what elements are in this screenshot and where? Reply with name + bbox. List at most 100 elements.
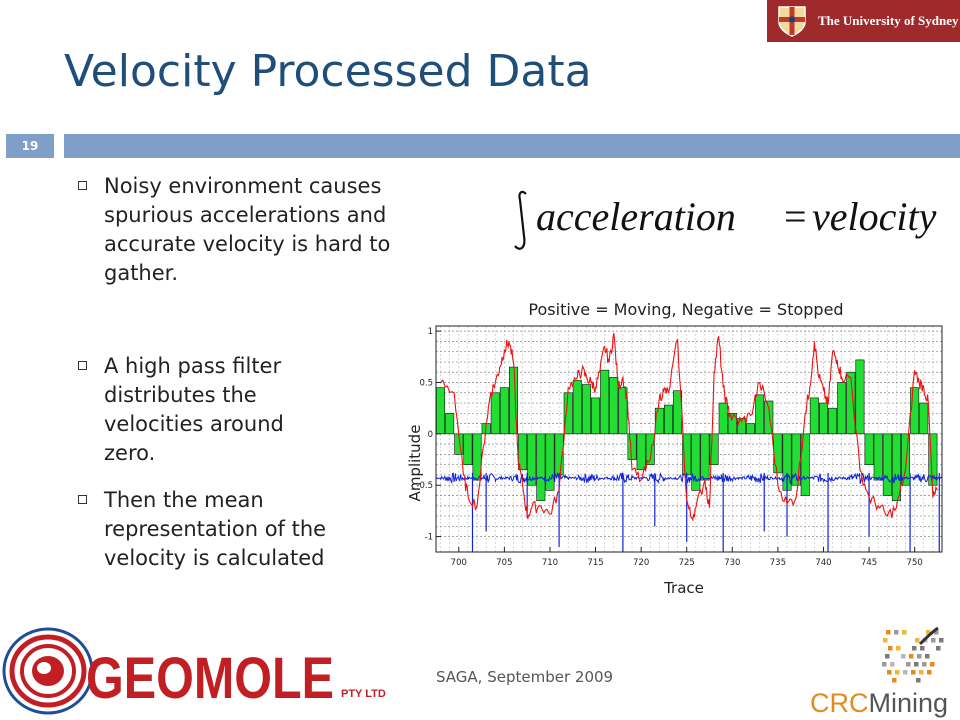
crc-dot: [906, 662, 911, 667]
slide-title: Velocity Processed Data: [64, 46, 592, 97]
crc-dot: [896, 646, 901, 651]
bar: [636, 433, 646, 471]
integral-sign-icon: [514, 190, 527, 250]
x-axis-label: Trace: [663, 579, 704, 597]
velocity-chart: 700 705 710 715 720 725 730 735 740 745 750 1 0.5 0 -0…: [406, 325, 943, 597]
bar: [663, 404, 673, 435]
x-tick-label: 710: [542, 558, 558, 568]
bar: [846, 371, 856, 435]
crc-dot: [930, 662, 935, 667]
bar: [873, 433, 883, 481]
crc-dot: [922, 662, 927, 667]
x-tick-label: 715: [587, 558, 603, 568]
bar: [463, 433, 473, 465]
bar: [436, 387, 446, 435]
bullet-square-icon: [78, 181, 87, 190]
bar: [746, 423, 756, 435]
header-rule: [64, 134, 960, 158]
bar: [518, 433, 528, 471]
bar: [773, 433, 783, 474]
bar: [891, 433, 901, 501]
bar: [536, 433, 546, 501]
crc-dot: [902, 630, 907, 635]
crc-dot: [926, 630, 931, 635]
red-line-series: [440, 333, 938, 522]
bullet-item: Noisy environment causes spurious accele…: [78, 172, 468, 288]
geomole-swirl-icon: [2, 627, 94, 715]
crc-dot: [894, 630, 899, 635]
bar: [572, 380, 582, 435]
crc-mining-logo: CRCMining: [810, 626, 948, 718]
bar: [855, 359, 865, 435]
bar: [600, 369, 610, 435]
bar: [645, 433, 655, 465]
crc-dot: [919, 670, 924, 675]
crc-dot: [931, 638, 936, 643]
bar: [828, 407, 838, 435]
university-name: The University of Sydney: [818, 13, 959, 28]
bullet-item: Then the mean representation of the velo…: [78, 486, 348, 573]
crc-dot: [912, 646, 917, 651]
x-tick-label: 740: [815, 558, 831, 568]
crc-dot: [882, 662, 887, 667]
y-axis-label: Amplitude: [406, 425, 424, 502]
bar: [709, 433, 719, 465]
x-tick-label: 720: [633, 558, 649, 568]
bar: [755, 394, 765, 435]
bar: [928, 433, 938, 486]
crc-dot: [895, 670, 900, 675]
bar: [919, 402, 929, 435]
crc-dot: [911, 670, 916, 675]
bar: [545, 433, 555, 491]
blue-noise-line: [436, 471, 943, 485]
bar: [527, 433, 537, 486]
bar: [882, 433, 892, 496]
crc-arc: [918, 626, 939, 646]
crc-dot: [916, 678, 921, 683]
geomole-wordmark: GEOMOLE: [86, 646, 334, 711]
crc-dots-icon: [882, 626, 944, 683]
bar: [910, 387, 920, 435]
x-tick-label: 735: [770, 558, 786, 568]
bar: [499, 387, 509, 435]
bar: [581, 384, 591, 435]
crc-dot: [934, 630, 939, 635]
bar: [445, 413, 455, 435]
crc-dot: [915, 638, 920, 643]
bullet-square-icon: [78, 495, 87, 504]
x-tick-label: 725: [679, 558, 695, 568]
crc-dot: [925, 654, 930, 659]
crc-dot: [890, 662, 895, 667]
crc-dot: [914, 662, 919, 667]
x-tick-label: 745: [861, 558, 877, 568]
bar: [736, 418, 746, 435]
bullet-text: A high pass filter distributes the veloc…: [104, 354, 284, 465]
chart-title: Positive = Moving, Negative = Stopped: [528, 300, 844, 319]
bar: [618, 387, 628, 435]
bar: [654, 407, 664, 435]
geomole-suffix: PTY LTD: [341, 688, 386, 700]
crc-dot: [936, 646, 941, 651]
crc-dot: [886, 630, 891, 635]
bar: [700, 433, 710, 481]
university-crest-icon: [778, 6, 806, 37]
y-tick-label: -1: [425, 533, 433, 543]
bullet-text: Noisy environment causes spurious accele…: [104, 174, 391, 285]
slide-number: 19: [6, 134, 54, 158]
bar: [818, 402, 828, 435]
equation-rhs: velocity: [812, 194, 937, 239]
crc-prefix: CRC: [810, 688, 869, 718]
y-tick-label: 0: [428, 430, 433, 440]
bar: [718, 402, 728, 435]
red-velocity-line: [440, 333, 938, 522]
bar: [764, 400, 774, 435]
crc-dot: [920, 646, 925, 651]
bar: [627, 433, 637, 460]
crc-dot: [892, 678, 897, 683]
crc-dot: [888, 646, 893, 651]
crc-dot: [917, 654, 922, 659]
crc-dot: [883, 638, 888, 643]
crc-wordmark: CRCMining: [810, 688, 948, 718]
crc-dot: [927, 670, 932, 675]
bullet-item: A high pass filter distributes the veloc…: [78, 352, 338, 468]
